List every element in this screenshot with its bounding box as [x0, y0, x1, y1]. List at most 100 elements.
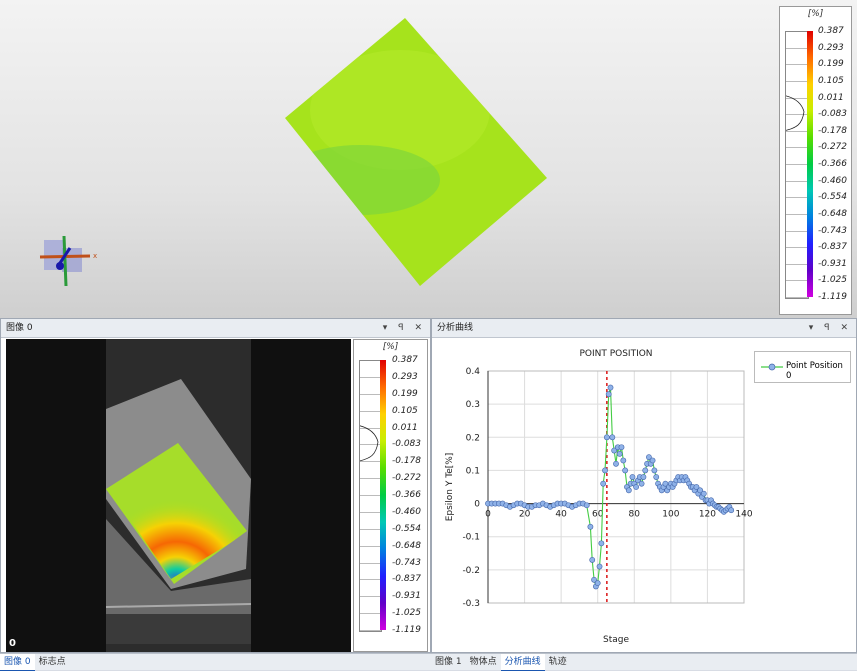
data-point	[583, 502, 590, 509]
image-panel-header: 图像 0 ▾ ꟼ ✕	[1, 319, 430, 338]
legend-marker-icon	[761, 363, 783, 371]
data-point	[613, 460, 619, 467]
legend-tick-label: -0.648	[392, 540, 422, 551]
camera-image-render	[6, 339, 351, 652]
y-tick-label: 0	[474, 500, 480, 510]
tab-left_tabs-1[interactable]: 标志点	[38, 657, 66, 667]
data-point	[728, 507, 735, 514]
y-tick-label: 0.4	[466, 367, 481, 377]
data-point	[618, 444, 625, 451]
legend-tick-label: 0.105	[818, 75, 844, 86]
3d-viewport[interactable]: x [%] 0.387 0.293 0.199 0.105 0.011 -0.083 -0.…	[0, 0, 857, 319]
chart-panel-title: 分析曲线	[437, 323, 474, 333]
svg-text:x: x	[93, 252, 97, 260]
data-point	[640, 474, 647, 480]
legend-tick-label: 0.199	[392, 388, 418, 399]
legend-tick-label: -0.366	[818, 159, 848, 169]
legend-tick-label: -0.837	[392, 574, 422, 585]
data-point	[653, 474, 660, 480]
data-point	[629, 474, 636, 480]
tab-left_tabs-0[interactable]: 图像 0	[0, 654, 35, 671]
legend-tick-label: -0.460	[818, 175, 848, 186]
legend-tick-label: 0.011	[392, 422, 418, 433]
legend-tick-label: -1.025	[818, 275, 848, 286]
left-tabbar: 图像 0 标志点	[0, 653, 431, 671]
legend-tick-label: -0.931	[392, 591, 422, 602]
legend-tick-label: -0.178	[392, 456, 422, 467]
image-legend-histogram	[359, 360, 382, 632]
x-tick-label: 100	[662, 510, 679, 520]
data-point	[609, 434, 616, 441]
data-point	[596, 563, 603, 570]
data-point	[587, 523, 594, 530]
histogram-curve	[360, 425, 379, 462]
data-point	[649, 457, 656, 464]
legend-tick-label: -1.025	[392, 608, 422, 619]
tab-right_tabs-3[interactable]: 轨迹	[548, 657, 567, 667]
data-point	[616, 450, 623, 457]
chart-title: POINT POSITION	[579, 349, 652, 359]
image-legend-unit: [%]	[382, 342, 399, 352]
data-point	[600, 480, 607, 487]
chart-window-buttons[interactable]: ▾ ꟼ ✕	[808, 323, 852, 333]
right-tabbar: 图像 1 物体点 分析曲线 轨迹	[431, 653, 857, 671]
legend-tick-label: -0.931	[818, 258, 848, 269]
data-point	[620, 457, 627, 464]
y-tick-label: 0.2	[466, 433, 480, 443]
image-panel-title: 图像 0	[6, 323, 33, 333]
legend-tick-label: -0.554	[818, 192, 848, 203]
legend-tick-label: -0.743	[392, 557, 422, 568]
legend-tick-label: -0.272	[818, 142, 848, 153]
chart-legend: Point Position 0	[754, 351, 851, 383]
legend-histogram	[785, 31, 809, 299]
tab-right_tabs-0[interactable]: 图像 1	[435, 657, 462, 667]
data-point	[642, 467, 649, 474]
x-axis-label: Stage	[603, 635, 629, 645]
data-point	[605, 391, 612, 398]
x-tick-label: 60	[592, 510, 604, 520]
legend-tick-label: 0.387	[392, 355, 418, 365]
data-point	[611, 447, 618, 454]
x-tick-label: 40	[555, 510, 567, 520]
legend-tick-label: -1.119	[818, 292, 848, 302]
data-point	[638, 480, 645, 487]
point-position-chart[interactable]: POINT POSITION 0 20 40 60 80 100 120 140 0.4 0.3 0.…	[432, 338, 856, 652]
tab-right_tabs-1[interactable]: 物体点	[469, 657, 497, 667]
legend-tick-label: 0.199	[818, 59, 844, 70]
image-panel: 图像 0 ▾ ꟼ ✕	[0, 318, 431, 653]
plot-area	[487, 370, 745, 604]
camera-image[interactable]: 0	[6, 339, 351, 652]
legend-unit: [%]	[807, 9, 824, 19]
y-axis-label: Epsilon Y Te[%]	[445, 453, 455, 522]
data-point	[697, 487, 704, 494]
y-tick-label: -0.1	[462, 533, 480, 543]
panel-window-buttons[interactable]: ▾ ꟼ ✕	[382, 323, 426, 333]
legend-color-bar	[807, 31, 813, 297]
3d-scene: x	[39, 18, 547, 287]
data-point	[625, 487, 632, 494]
image-color-scale-legend: [%] 0.387 0.293 0.199 0.105 0.011 -0.083 -0.17…	[353, 339, 428, 652]
legend-tick-label: 0.293	[818, 42, 844, 53]
legend-tick-label: 0.387	[818, 26, 844, 36]
legend-tick-label: -1.119	[392, 625, 422, 635]
color-scale-legend: [%] 0.387 0.293 0.199 0.105 0.011 -0.083 -0.17…	[779, 6, 852, 315]
y-tick-label: 0.3	[466, 400, 480, 410]
legend-tick-label: -0.083	[818, 109, 848, 120]
legend-tick-label: -0.837	[818, 242, 848, 253]
image-legend-color-bar	[380, 360, 386, 630]
data-point	[622, 467, 629, 474]
data-point	[603, 434, 610, 441]
y-tick-label: 0.1	[466, 466, 480, 476]
data-point	[598, 540, 605, 547]
frame-number: 0	[9, 638, 16, 649]
legend-tick-label: 0.293	[392, 371, 418, 382]
x-tick-label: 80	[629, 510, 641, 520]
data-point	[693, 484, 700, 490]
y-tick-label: -0.2	[462, 566, 480, 576]
axes-gizmo-icon: x	[39, 235, 97, 287]
tab-right_tabs-2[interactable]: 分析曲线	[500, 654, 545, 671]
analysis-curve-panel: 分析曲线 ▾ ꟼ ✕ POINT POSITION 0 20 40 60 80 100 120…	[431, 318, 857, 653]
data-point	[591, 576, 597, 583]
data-point	[602, 467, 608, 474]
x-tick-label: 120	[699, 510, 716, 520]
